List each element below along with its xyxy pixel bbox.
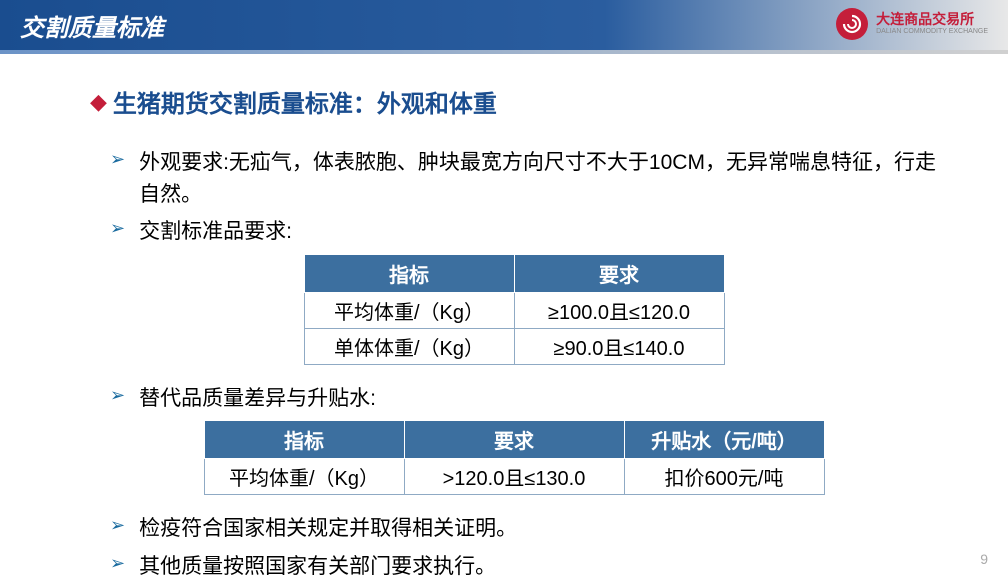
bullet-text: 检疫符合国家相关规定并取得相关证明。: [139, 513, 517, 545]
logo-en: DALIAN COMMODITY EXCHANGE: [876, 28, 988, 36]
table1-wrap: 指标 要求 平均体重/（Kg） ≥100.0且≤120.0 单体体重/（Kg） …: [90, 254, 938, 365]
list-item: ➢ 替代品质量差异与升贴水:: [110, 383, 938, 415]
header-bar: 交割质量标准 大连商品交易所 DALIAN COMMODITY EXCHANGE: [0, 0, 1008, 50]
list-item: ➢ 外观要求:无疝气，体表脓胞、肿块最宽方向尺寸不大于10CM，无异常喘息特征，…: [110, 147, 938, 210]
list-item: ➢ 检疫符合国家相关规定并取得相关证明。: [110, 513, 938, 545]
section-title-text: 生猪期货交割质量标准：外观和体重: [113, 84, 497, 119]
bullet-list: ➢ 替代品质量差异与升贴水:: [90, 383, 938, 415]
arrow-icon: ➢: [110, 515, 125, 536]
th: 指标: [304, 254, 514, 292]
list-item: ➢ 交割标准品要求:: [110, 216, 938, 248]
td: 扣价600元/吨: [624, 459, 824, 495]
arrow-icon: ➢: [110, 149, 125, 170]
section-title: ◆ 生猪期货交割质量标准：外观和体重: [90, 84, 938, 119]
standard-table: 指标 要求 平均体重/（Kg） ≥100.0且≤120.0 单体体重/（Kg） …: [304, 254, 725, 365]
logo-cn: 大连商品交易所: [876, 12, 988, 27]
td: 平均体重/（Kg）: [204, 459, 404, 495]
arrow-icon: ➢: [110, 553, 125, 574]
td: ≥100.0且≤120.0: [514, 292, 724, 328]
substitute-table: 指标 要求 升贴水（元/吨） 平均体重/（Kg） >120.0且≤130.0 扣…: [204, 420, 825, 495]
th: 升贴水（元/吨）: [624, 421, 824, 459]
bullet-list: ➢ 检疫符合国家相关规定并取得相关证明。 ➢ 其他质量按照国家有关部门要求执行。: [90, 513, 938, 582]
diamond-icon: ◆: [90, 89, 107, 115]
content-area: ◆ 生猪期货交割质量标准：外观和体重 ➢ 外观要求:无疝气，体表脓胞、肿块最宽方…: [0, 54, 1008, 582]
bullet-list: ➢ 外观要求:无疝气，体表脓胞、肿块最宽方向尺寸不大于10CM，无异常喘息特征，…: [90, 147, 938, 248]
th: 要求: [404, 421, 624, 459]
arrow-icon: ➢: [110, 218, 125, 239]
bullet-text: 替代品质量差异与升贴水:: [139, 383, 376, 415]
td: >120.0且≤130.0: [404, 459, 624, 495]
th: 指标: [204, 421, 404, 459]
bullet-text: 其他质量按照国家有关部门要求执行。: [139, 551, 496, 582]
td: ≥90.0且≤140.0: [514, 328, 724, 364]
td: 平均体重/（Kg）: [304, 292, 514, 328]
th: 要求: [514, 254, 724, 292]
bullet-text: 外观要求:无疝气，体表脓胞、肿块最宽方向尺寸不大于10CM，无异常喘息特征，行走…: [139, 147, 938, 210]
logo-text: 大连商品交易所 DALIAN COMMODITY EXCHANGE: [876, 12, 988, 35]
td: 单体体重/（Kg）: [304, 328, 514, 364]
list-item: ➢ 其他质量按照国家有关部门要求执行。: [110, 551, 938, 582]
table2-wrap: 指标 要求 升贴水（元/吨） 平均体重/（Kg） >120.0且≤130.0 扣…: [90, 420, 938, 495]
bullet-text: 交割标准品要求:: [139, 216, 292, 248]
page-number: 9: [980, 551, 988, 567]
logo: 大连商品交易所 DALIAN COMMODITY EXCHANGE: [836, 8, 988, 40]
arrow-icon: ➢: [110, 385, 125, 406]
page-title: 交割质量标准: [20, 8, 164, 43]
logo-icon: [836, 8, 868, 40]
